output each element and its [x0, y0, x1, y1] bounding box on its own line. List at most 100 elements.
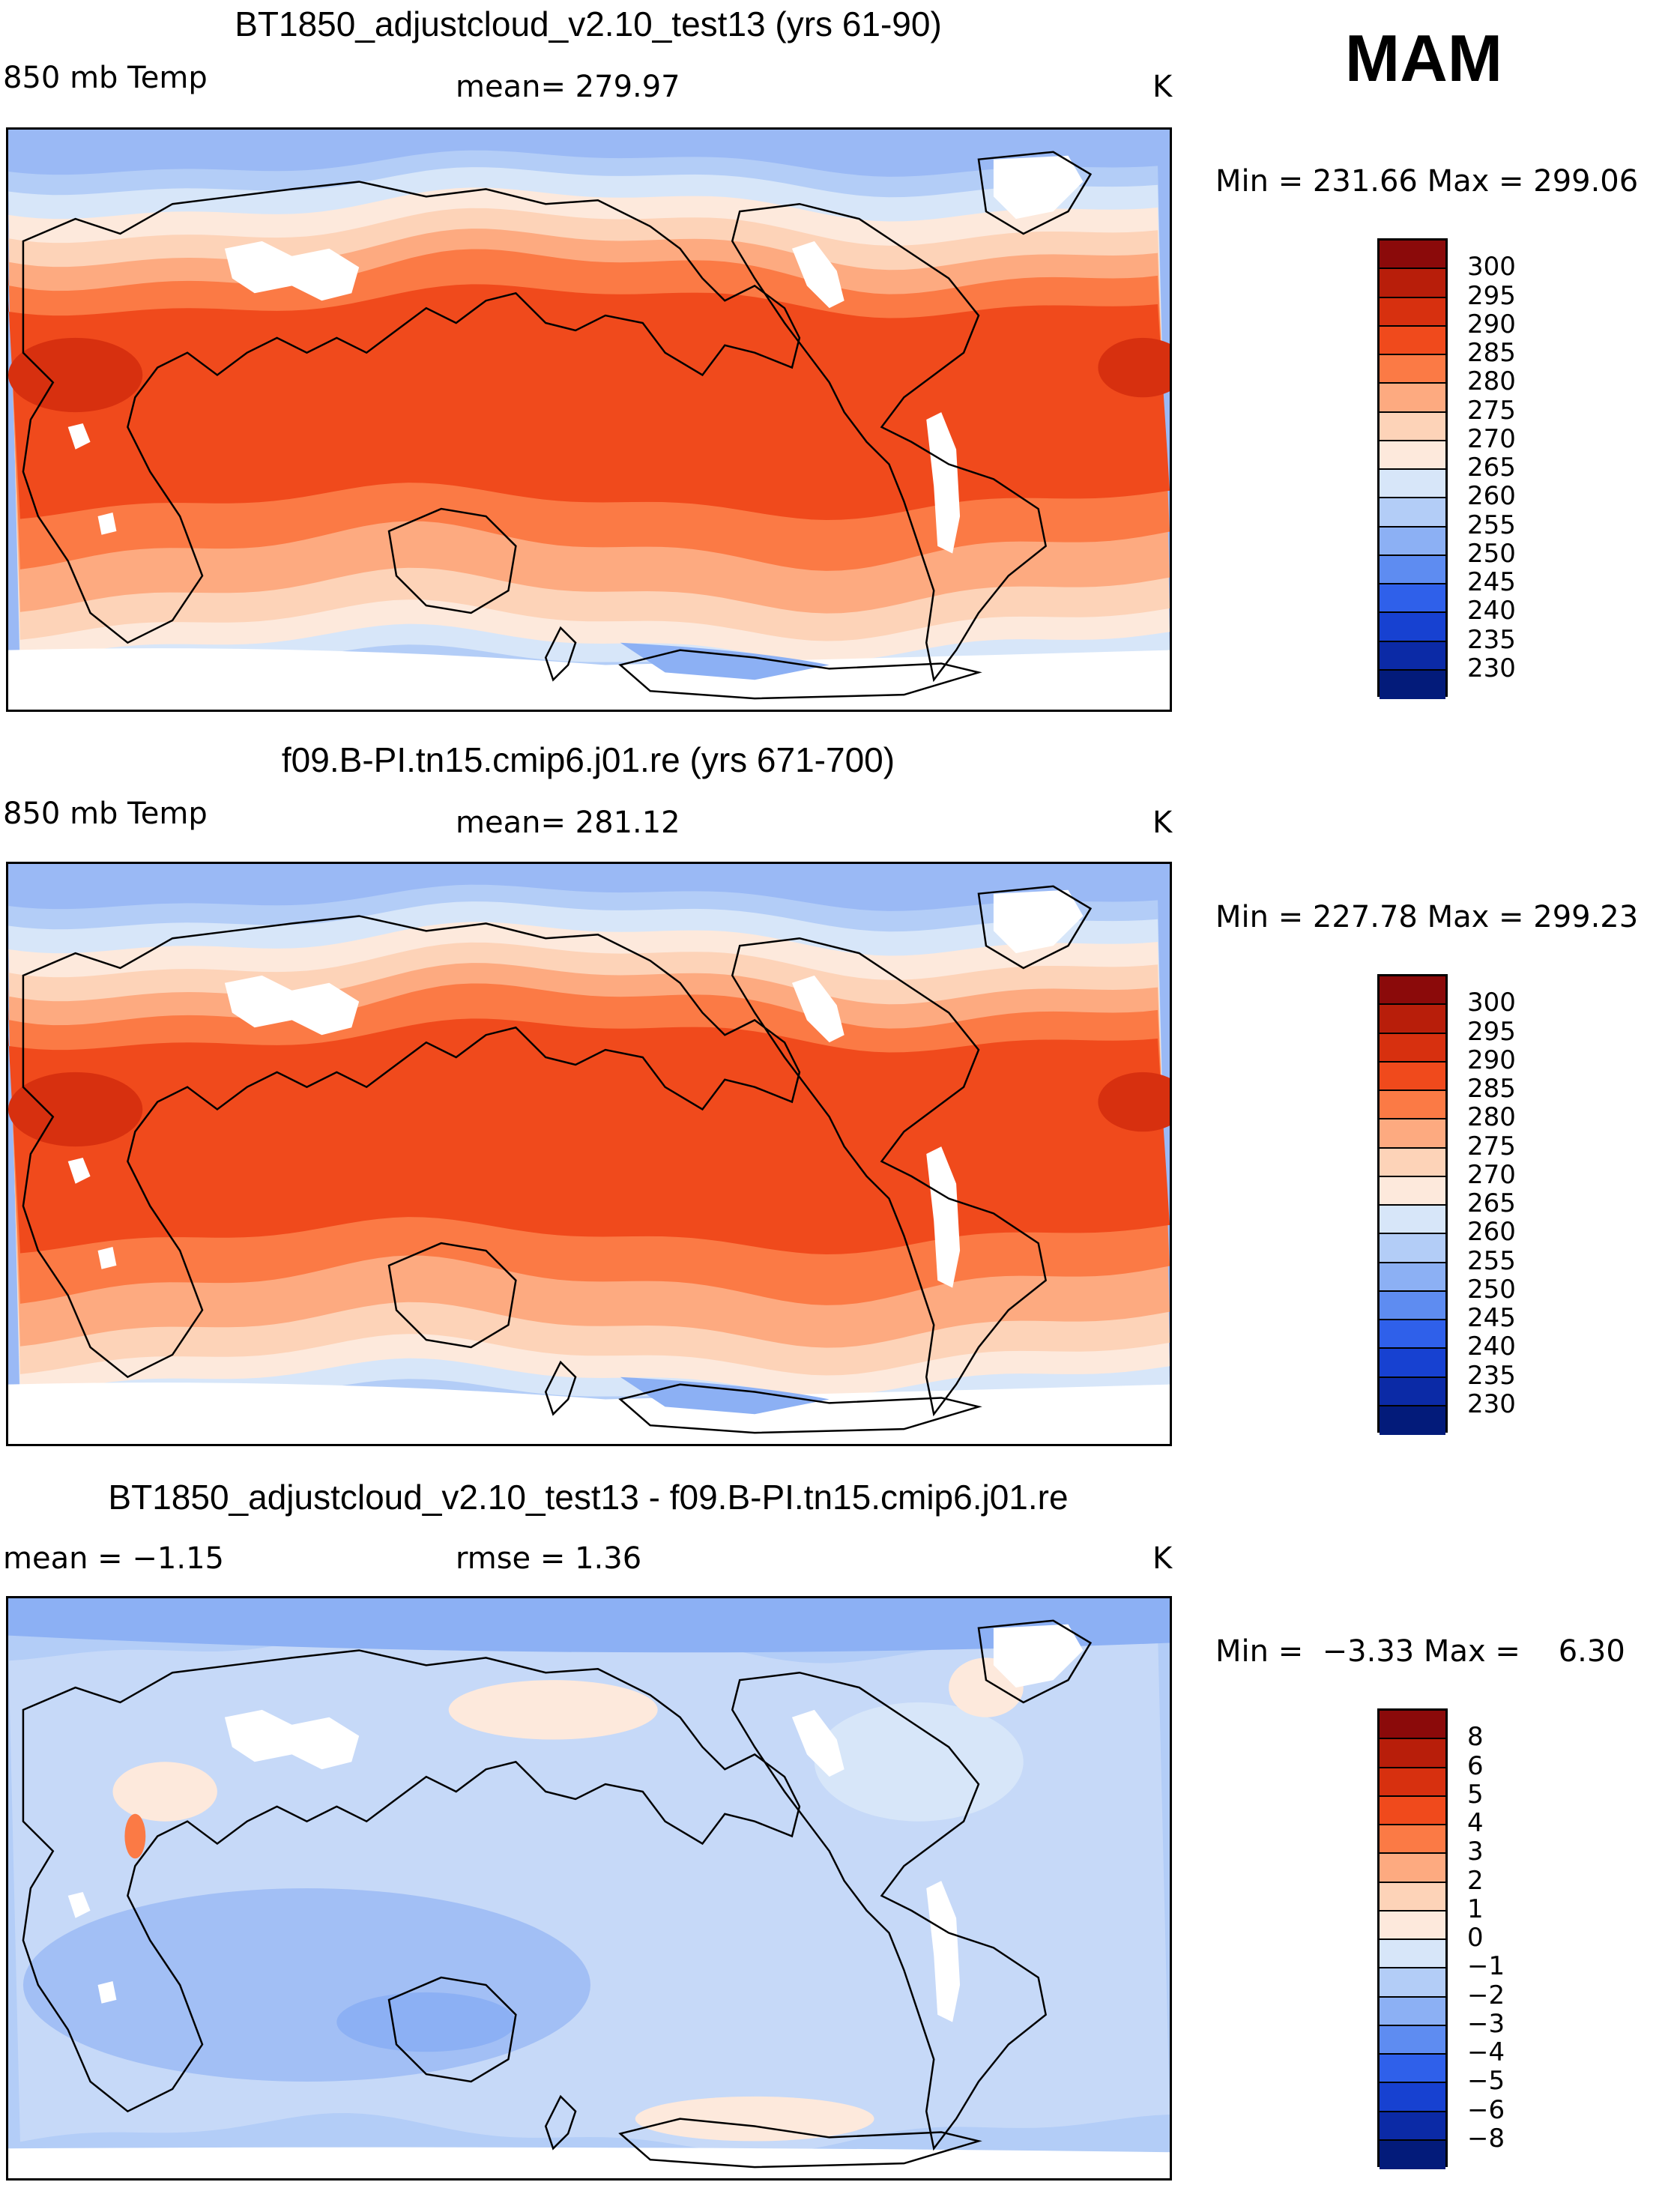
colorbar-swatch [1380, 2055, 1445, 2084]
colorbar-swatch [1380, 613, 1445, 642]
coastline [544, 1360, 577, 1416]
contour-band [8, 1072, 143, 1147]
panel-title: f09.B-PI.tn15.cmip6.j01.re (yrs 671-700) [281, 740, 895, 779]
mean-label: mean = −1.15 [3, 1541, 224, 1576]
colorbar-swatch [1380, 1263, 1445, 1292]
colorbar-swatch [1380, 1997, 1445, 2026]
map-plot [6, 862, 1172, 1446]
colorbar-tick-label: 295 [1467, 1016, 1516, 1047]
colorbar-tick-label: 230 [1467, 1388, 1516, 1419]
map-plot [6, 127, 1172, 712]
unit-label: K [1152, 806, 1173, 840]
minmax-label: Min = 227.78 Max = 299.23 [1215, 900, 1639, 934]
colorbar-tick-label: 240 [1467, 1332, 1516, 1362]
missing-data-region [993, 155, 1084, 220]
contour-band [448, 1680, 658, 1740]
colorbar-tick-label: 6 [1467, 1750, 1484, 1781]
colorbar [1377, 1708, 1448, 2169]
contour-band [1098, 1072, 1170, 1132]
colorbar-tick-label: 245 [1467, 1303, 1516, 1333]
colorbar-swatch [1380, 1033, 1445, 1063]
colorbar-swatch [1380, 2112, 1445, 2141]
coastline [387, 1242, 517, 1349]
missing-data-region [993, 889, 1084, 954]
colorbar-tick-label: −3 [1467, 2008, 1505, 2039]
missing-data-region [791, 241, 844, 309]
colorbar-tick-label: 270 [1467, 1159, 1516, 1190]
colorbar-tick-label: 290 [1467, 1045, 1516, 1075]
coastline [731, 937, 1048, 1417]
colorbar-tick-label: 260 [1467, 481, 1516, 512]
missing-data-region [791, 975, 844, 1043]
missing-data-region [926, 1881, 961, 2022]
colorbar-tick-label: 275 [1467, 395, 1516, 426]
missing-data-region [791, 1709, 844, 1777]
map-plot [6, 1596, 1172, 2181]
missing-data-region [67, 423, 91, 450]
coastline [22, 1649, 801, 2113]
colorbar-tick-label: 8 [1467, 1722, 1484, 1753]
map-svg [8, 1598, 1170, 2178]
mean-label: mean= 281.12 [456, 806, 680, 840]
colorbar [1377, 974, 1448, 1435]
colorbar-tick-label: 255 [1467, 1245, 1516, 1276]
mean-label: mean= 279.97 [456, 70, 680, 104]
missing-data-region [926, 1146, 961, 1288]
antarctica [8, 1382, 1170, 1444]
colorbar-swatch [1380, 1148, 1445, 1177]
missing-data-region [97, 1981, 117, 2004]
colorbar-swatch [1380, 297, 1445, 327]
colorbar-swatch [1380, 584, 1445, 614]
unit-label: K [1152, 70, 1173, 104]
colorbar-swatch [1380, 1005, 1445, 1034]
colorbar-tick-label: −6 [1467, 2094, 1505, 2125]
colorbar-swatch [1380, 1091, 1445, 1120]
missing-data-region [224, 241, 360, 301]
colorbar-swatch [1380, 1882, 1445, 1912]
colorbar-tick-label: 0 [1467, 1923, 1484, 1953]
colorbar-swatch [1380, 241, 1445, 270]
season-label: MAM [1344, 21, 1503, 95]
colorbar-swatch [1380, 555, 1445, 584]
missing-data-region [67, 1891, 91, 1918]
missing-data-region [926, 412, 961, 554]
colorbar-swatch [1380, 1854, 1445, 1883]
missing-data-region [224, 1709, 360, 1770]
colorbar-swatch [1380, 470, 1445, 499]
colorbar-swatch [1380, 1796, 1445, 1825]
colorbar-swatch [1380, 1206, 1445, 1235]
coastline [977, 151, 1093, 235]
panel-title: BT1850_adjustcloud_v2.10_test13 (yrs 61-… [235, 4, 942, 43]
coastline [22, 181, 801, 644]
colorbar-tick-label: 4 [1467, 1808, 1484, 1838]
colorbar-swatch [1380, 1176, 1445, 1206]
antarctica [8, 648, 1170, 710]
colorbar-tick-label: 280 [1467, 1102, 1516, 1133]
colorbar-swatch [1380, 1711, 1445, 1740]
colorbar-tick-label: 265 [1467, 1188, 1516, 1218]
missing-data-region [993, 1624, 1084, 1688]
colorbar-tick-label: 285 [1467, 338, 1516, 368]
colorbar-swatch [1380, 1739, 1445, 1768]
map-svg [8, 130, 1170, 710]
coastline [618, 2118, 982, 2169]
colorbar-swatch [1380, 441, 1445, 470]
colorbar-swatch [1380, 1377, 1445, 1406]
coastline [977, 1619, 1093, 1704]
map-svg [8, 864, 1170, 1444]
contour-band [8, 1018, 1170, 1254]
colorbar-swatch [1380, 527, 1445, 556]
rmse-label: rmse = 1.36 [456, 1541, 642, 1576]
colorbar-swatch [1380, 1768, 1445, 1797]
colorbar-tick-label: 295 [1467, 280, 1516, 311]
colorbar-tick-label: 3 [1467, 1837, 1484, 1867]
colorbar-swatch [1380, 2025, 1445, 2055]
colorbar-swatch [1380, 2140, 1445, 2169]
missing-data-region [67, 1157, 91, 1184]
coastline [544, 626, 577, 682]
colorbar-tick-label: 235 [1467, 1360, 1516, 1391]
colorbar-tick-label: 300 [1467, 988, 1516, 1018]
colorbar-tick-label: −1 [1467, 1951, 1505, 1982]
colorbar-tick-label: 300 [1467, 252, 1516, 282]
contour-band [8, 337, 143, 413]
